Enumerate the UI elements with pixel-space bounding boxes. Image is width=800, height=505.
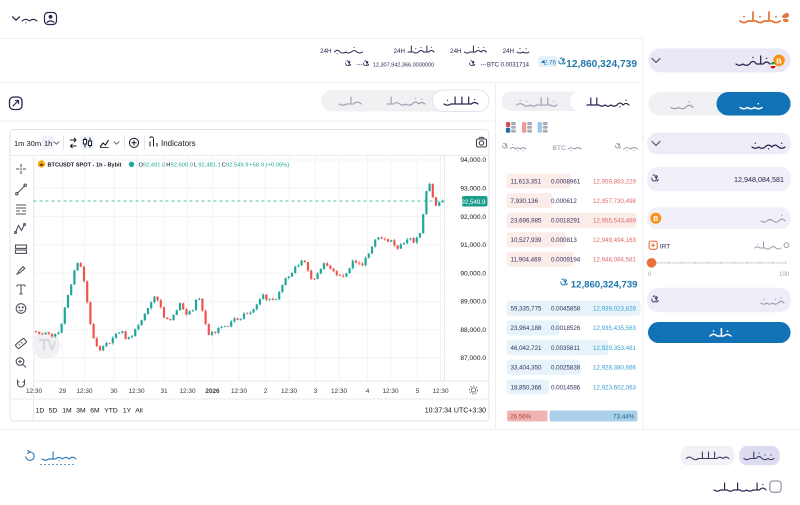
svg-text:24H: 24H	[320, 48, 331, 55]
svg-text:30m: 30m	[27, 139, 42, 148]
svg-text:12,923,602,063: 12,923,602,063	[593, 384, 637, 391]
svg-text:C: C	[222, 163, 226, 169]
svg-text:12:30: 12:30	[26, 388, 42, 395]
svg-text:0.0008961: 0.0008961	[551, 178, 581, 185]
svg-text:H: H	[166, 163, 170, 169]
svg-text:24H: 24H	[503, 48, 514, 55]
svg-text:12:30: 12:30	[77, 388, 93, 395]
svg-text:0.000612: 0.000612	[551, 198, 577, 205]
svg-text:23,696,985: 23,696,985	[511, 218, 543, 225]
svg-text:12,949,494,163: 12,949,494,163	[593, 237, 637, 244]
svg-text:1Y: 1Y	[123, 408, 132, 415]
svg-text:92,000.0: 92,000.0	[460, 214, 486, 221]
svg-text:11,904,469: 11,904,469	[511, 257, 542, 264]
svg-text:30: 30	[110, 388, 118, 395]
svg-text:All: All	[135, 408, 143, 415]
svg-text:12:30: 12:30	[433, 388, 449, 395]
svg-text:29: 29	[59, 388, 67, 395]
svg-text:33,404,350: 33,404,350	[511, 365, 543, 372]
svg-text:0.0014586: 0.0014586	[551, 384, 581, 391]
svg-text:---: ---	[357, 63, 363, 69]
svg-text:6M: 6M	[90, 408, 100, 415]
svg-text:24H: 24H	[394, 48, 405, 55]
svg-text:12,959,883,229: 12,959,883,229	[593, 178, 637, 185]
svg-text:0: 0	[648, 272, 652, 278]
svg-text:12,955,543,489: 12,955,543,489	[593, 218, 637, 225]
svg-text:91,000.0: 91,000.0	[460, 242, 486, 249]
svg-text:12:30: 12:30	[129, 388, 145, 395]
svg-text:12:30: 12:30	[383, 388, 399, 395]
svg-text:100: 100	[779, 272, 790, 278]
svg-text:12,860,324,739: 12,860,324,739	[571, 280, 638, 291]
svg-text:92,549.9: 92,549.9	[226, 163, 249, 169]
svg-text:0.000813: 0.000813	[551, 237, 577, 244]
svg-text:0.0009194: 0.0009194	[551, 257, 581, 264]
svg-text:92,549.9: 92,549.9	[461, 199, 486, 206]
svg-text:IRT: IRT	[660, 243, 670, 250]
svg-text:12:30: 12:30	[180, 388, 196, 395]
svg-text:4: 4	[366, 388, 370, 395]
svg-text:12:30: 12:30	[231, 388, 247, 395]
svg-text:12:30: 12:30	[331, 388, 347, 395]
svg-text:26.56%: 26.56%	[510, 414, 532, 421]
svg-text:B: B	[653, 216, 658, 223]
svg-text:0.0045858: 0.0045858	[551, 306, 581, 313]
svg-text:92,491.0: 92,491.0	[143, 163, 166, 169]
svg-text:12,929,353,481: 12,929,353,481	[593, 345, 637, 352]
svg-text:1m: 1m	[14, 139, 24, 148]
svg-text:87,000.0: 87,000.0	[460, 355, 486, 362]
svg-text:5: 5	[416, 388, 420, 395]
svg-text:88,000.0: 88,000.0	[460, 327, 486, 334]
svg-text:11,613,351: 11,613,351	[511, 178, 542, 185]
svg-text:B: B	[776, 56, 782, 65]
svg-text:YTD: YTD	[104, 408, 118, 415]
svg-text:12,860,324,739: 12,860,324,739	[566, 59, 637, 70]
svg-text:1h: 1h	[44, 139, 52, 148]
svg-text:1D: 1D	[36, 408, 45, 415]
svg-text:7,930,136: 7,930,136	[511, 198, 539, 205]
svg-text:2: 2	[264, 388, 268, 395]
svg-text:94,000.0: 94,000.0	[460, 157, 486, 164]
svg-text:BTC 0.0031714: BTC 0.0031714	[487, 63, 530, 69]
svg-text:12,307,942,366.0000000: 12,307,942,366.0000000	[373, 63, 434, 69]
svg-text:0.0025838: 0.0025838	[551, 365, 581, 372]
svg-text:73.44%: 73.44%	[613, 414, 635, 421]
svg-text:5D: 5D	[49, 408, 58, 415]
svg-text:10,527,939: 10,527,939	[511, 237, 543, 244]
svg-text:12,948,084,581: 12,948,084,581	[734, 175, 784, 184]
svg-text:59,335,775: 59,335,775	[511, 306, 543, 313]
svg-text:46,042,721: 46,042,721	[511, 345, 543, 352]
svg-text:0.0018291: 0.0018291	[551, 218, 581, 225]
svg-text:31: 31	[160, 388, 168, 395]
svg-text:2026: 2026	[205, 388, 220, 395]
svg-text:+58.9 (+0.06%): +58.9 (+0.06%)	[249, 163, 289, 169]
svg-text:23,964,188: 23,964,188	[511, 325, 543, 332]
svg-text:12,928,380,666: 12,928,380,666	[593, 365, 637, 372]
svg-text:---: ---	[481, 63, 487, 69]
svg-text:12,948,084,581: 12,948,084,581	[593, 257, 637, 264]
svg-text:Indicators: Indicators	[161, 139, 196, 148]
svg-text:10:37:34 UTC+3:30: 10:37:34 UTC+3:30	[425, 408, 486, 415]
svg-text:0.0035611: 0.0035611	[551, 345, 580, 352]
svg-text:92,481.1: 92,481.1	[198, 163, 221, 169]
svg-text:12:30: 12:30	[281, 388, 297, 395]
svg-text:90,000.0: 90,000.0	[460, 270, 486, 277]
svg-text:3: 3	[314, 388, 318, 395]
svg-text:L: L	[194, 163, 198, 169]
svg-text:0.0018526: 0.0018526	[551, 325, 581, 332]
svg-text:BTCUSDT SPOT - 1h - Bybit: BTCUSDT SPOT - 1h - Bybit	[48, 163, 122, 169]
svg-text:12,957,730,498: 12,957,730,498	[593, 198, 637, 205]
svg-text:2.76: 2.76	[544, 60, 557, 67]
svg-text:3M: 3M	[76, 408, 86, 415]
svg-text:12,939,023,828: 12,939,023,828	[593, 306, 637, 313]
svg-text:12,935,435,563: 12,935,435,563	[593, 325, 637, 332]
svg-text:89,000.0: 89,000.0	[460, 299, 486, 306]
svg-text:BTC: BTC	[552, 145, 566, 152]
svg-text:93,000.0: 93,000.0	[460, 185, 486, 192]
svg-text:92,600.0: 92,600.0	[171, 163, 194, 169]
svg-text:1M: 1M	[62, 408, 72, 415]
svg-text:18,850,366: 18,850,366	[511, 384, 543, 391]
svg-text:24H: 24H	[450, 48, 461, 55]
svg-text:O: O	[139, 163, 144, 169]
